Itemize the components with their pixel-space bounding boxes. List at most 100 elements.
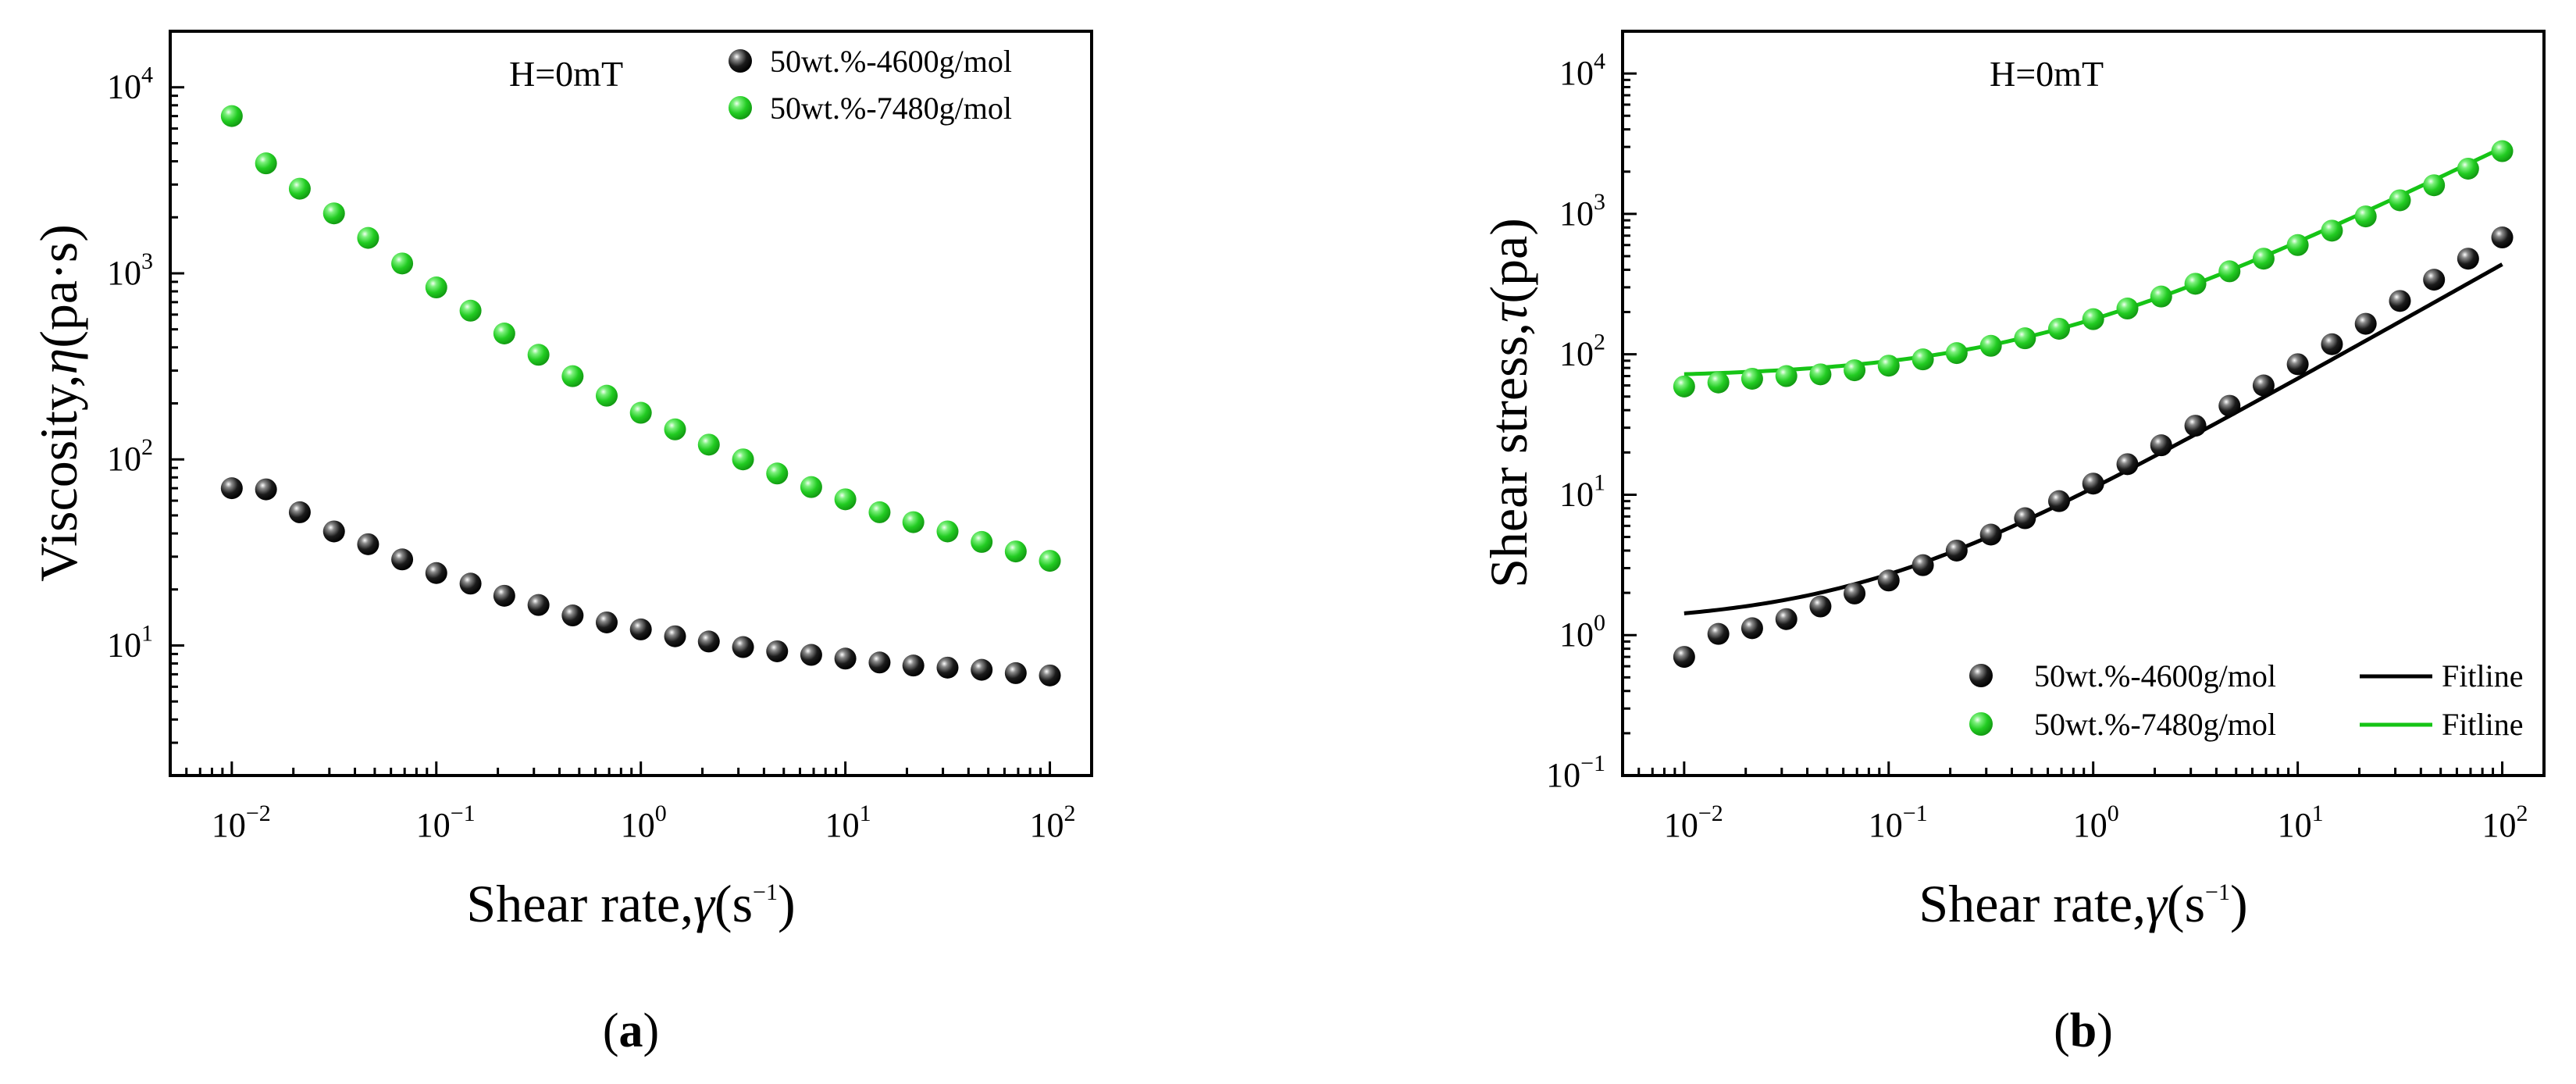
data-point-series-1 [629,618,652,640]
data-point-series-1 [868,651,891,674]
data-point-series-2 [2014,327,2036,350]
data-point-series-1 [2457,248,2479,270]
data-point-series-2 [1039,550,1061,572]
data-point-series-1 [664,625,686,647]
data-point-series-2 [629,401,652,424]
data-point-series-2 [425,276,447,299]
y-tick-label-b: 104 [1559,48,1605,92]
data-point-series-1 [1912,554,1934,576]
x-tick-label-a: 101 [825,801,871,844]
y-tick-label-b: 103 [1559,189,1605,233]
x-axis-label-b: Shear rate,γ(s−1) [1919,874,2247,933]
y-tick-label-a: 102 [107,434,153,478]
data-point-series-1 [322,520,345,543]
data-point-series-1 [391,548,414,571]
data-point-series-1 [2082,472,2104,495]
data-point-series-2 [1809,363,1832,386]
x-tick-label-b: 101 [2278,801,2324,844]
data-point-series-2 [2218,260,2241,283]
data-point-series-1 [2014,507,2036,530]
legend-a: 50wt.%-4600g/mol 50wt.%-7480g/mol [729,44,1012,126]
data-point-series-2 [2423,174,2446,197]
data-point-series-1 [1775,608,1797,630]
data-point-series-2 [1844,359,1866,382]
y-tick-label-b: 10−1 [1546,751,1605,794]
data-point-series-1 [220,477,243,500]
x-axis-label-a: Shear rate,γ(s−1) [466,874,795,933]
x-axis-ticks-a: 10−2 10−1 100 101 102 [169,761,1076,844]
data-point-series-1 [561,604,584,627]
data-point-series-1 [357,533,379,555]
panel-a: 10−2 10−1 100 101 102 101 102 103 104 H=0mT 50w… [29,30,1093,1057]
data-point-series-2 [493,322,515,344]
legend-marker-4600-a [729,49,752,73]
data-point-series-1 [425,562,447,584]
x-tick-label-b: 102 [2482,801,2528,844]
y-axis-label-a: Viscosity,η(pa·s) [29,224,88,582]
x-tick-label-b: 10−2 [1664,801,1723,844]
panel-label-a: (a) [603,1004,659,1057]
data-point-series-2 [2321,219,2343,242]
data-point-series-2 [1707,371,1730,394]
data-point-series-1 [902,654,925,677]
data-point-series-2 [1945,342,1968,365]
data-point-series-2 [2252,248,2275,270]
data-markers-a [220,105,1061,686]
data-point-series-1 [834,647,857,670]
data-point-series-2 [2457,157,2479,180]
data-point-series-2 [1877,355,1900,377]
data-point-series-1 [936,656,959,679]
data-point-series-2 [2491,140,2514,162]
legend-marker-7480-b [1969,712,1993,736]
data-point-series-2 [834,488,857,511]
y-tick-label-a: 101 [107,620,153,664]
data-point-series-1 [697,630,720,653]
data-point-series-1 [1844,582,1866,604]
data-point-series-1 [800,644,822,666]
annotation-b: H=0mT [1990,54,2104,94]
y-axis-ticks-a: 101 102 103 104 [107,30,184,777]
data-point-series-2 [1775,365,1797,387]
data-point-series-1 [2218,394,2241,417]
y-tick-label-b: 101 [1559,469,1605,513]
data-point-series-2 [664,418,686,440]
legend-marker-4600-b [1969,664,1993,687]
y-tick-label-a: 103 [107,248,153,292]
annotation-a: H=0mT [509,54,623,94]
data-point-series-2 [561,365,584,387]
data-point-series-2 [459,299,482,322]
legend-marker-7480-a [729,96,752,119]
data-point-series-1 [1673,646,1695,669]
data-point-series-2 [902,511,925,533]
data-point-series-2 [971,530,993,553]
legend-label-7480-a: 50wt.%-7480g/mol [770,91,1012,126]
data-point-series-1 [1740,617,1763,640]
panel-label-b: (b) [2054,1004,2113,1057]
data-point-series-1 [1004,661,1027,684]
data-point-series-2 [1004,540,1027,563]
data-point-series-2 [1912,348,1934,371]
data-point-series-1 [1809,595,1832,618]
data-point-series-1 [2321,333,2343,355]
data-point-series-1 [1707,622,1730,645]
data-point-series-2 [697,433,720,456]
data-point-series-1 [527,594,550,616]
legend-fit-label-4600-b: Fitline [2442,658,2523,694]
data-point-series-1 [2184,415,2207,437]
data-point-series-2 [2354,205,2377,228]
data-point-series-2 [357,226,379,249]
data-point-series-2 [800,476,822,498]
panel-b: 10−2 10−1 100 101 102 10−1 100 101 102 103 104 H=… [1479,30,2546,1057]
x-tick-label-a: 10−2 [212,801,271,844]
x-axis-ticks-b: 10−2 10−1 100 101 102 [1621,761,2528,844]
data-point-series-1 [2354,312,2377,335]
data-point-series-2 [2150,285,2172,308]
data-point-series-1 [2252,374,2275,397]
data-point-series-1 [1039,664,1061,686]
data-point-series-2 [868,501,891,523]
data-point-series-1 [2389,290,2411,312]
data-point-series-2 [2184,273,2207,295]
data-point-series-2 [1740,367,1763,390]
data-point-series-1 [595,611,618,633]
data-markers-b [1673,140,2514,669]
